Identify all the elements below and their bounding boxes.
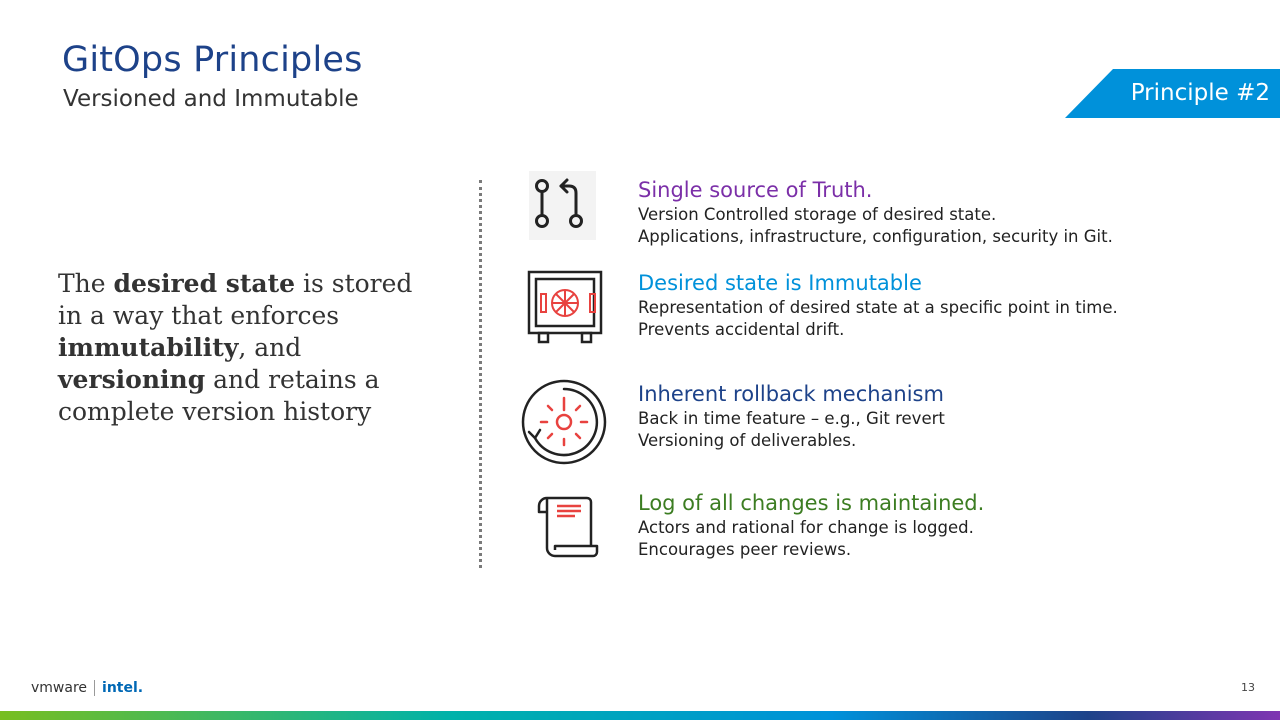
- lead-emphasis: immutability: [58, 333, 239, 362]
- item-line: Applications, infrastructure, configurat…: [638, 227, 1113, 246]
- brand-gradient-bar: [0, 711, 1280, 720]
- principle-item: Inherent rollback mechanism Back in time…: [638, 381, 1158, 452]
- lead-text: The: [58, 269, 114, 298]
- slide-title: GitOps Principles: [62, 40, 363, 80]
- lead-emphasis: desired state: [113, 269, 296, 298]
- principle-badge-label: Principle #2: [1130, 80, 1270, 106]
- dotted-divider: [479, 180, 482, 568]
- principle-badge: Principle #2: [1065, 69, 1280, 118]
- item-title: Inherent rollback mechanism: [638, 382, 944, 406]
- item-title: Log of all changes is maintained.: [638, 491, 985, 515]
- lead-statement: The desired state is stored in a way tha…: [58, 268, 428, 428]
- logo-separator: [94, 680, 96, 696]
- lead-emphasis: versioning: [58, 365, 206, 394]
- principle-item: Log of all changes is maintained. Actors…: [638, 490, 1158, 561]
- item-line: Representation of desired state at a spe…: [638, 298, 1118, 317]
- lead-text: , and: [238, 333, 302, 362]
- intel-logo: intel.: [102, 680, 144, 696]
- page-number: 13: [1241, 681, 1255, 694]
- item-line: Prevents accidental drift.: [638, 320, 845, 339]
- vmware-intel-logo: vmware intel.: [31, 680, 143, 696]
- item-line: Encourages peer reviews.: [638, 540, 852, 559]
- scroll-log-icon: [535, 494, 599, 560]
- item-line: Back in time feature – e.g., Git revert: [638, 409, 945, 428]
- rollback-dial-icon: [520, 378, 608, 466]
- item-line: Actors and rational for change is logged…: [638, 518, 974, 537]
- principle-item: Desired state is Immutable Representatio…: [638, 270, 1158, 341]
- vmware-logo: vmware: [31, 680, 88, 696]
- lead-text: is stored in a way that enforces: [58, 269, 413, 330]
- git-pull-request-icon: [529, 171, 596, 240]
- slide-subtitle: Versioned and Immutable: [63, 86, 359, 112]
- principle-item: Single source of Truth. Version Controll…: [638, 177, 1158, 248]
- item-title: Desired state is Immutable: [638, 271, 922, 295]
- item-title: Single source of Truth.: [638, 178, 873, 202]
- safe-icon: [527, 270, 603, 346]
- item-line: Version Controlled storage of desired st…: [638, 205, 997, 224]
- lead-text: and retains a complete version history: [58, 365, 380, 426]
- item-line: Versioning of deliverables.: [638, 431, 857, 450]
